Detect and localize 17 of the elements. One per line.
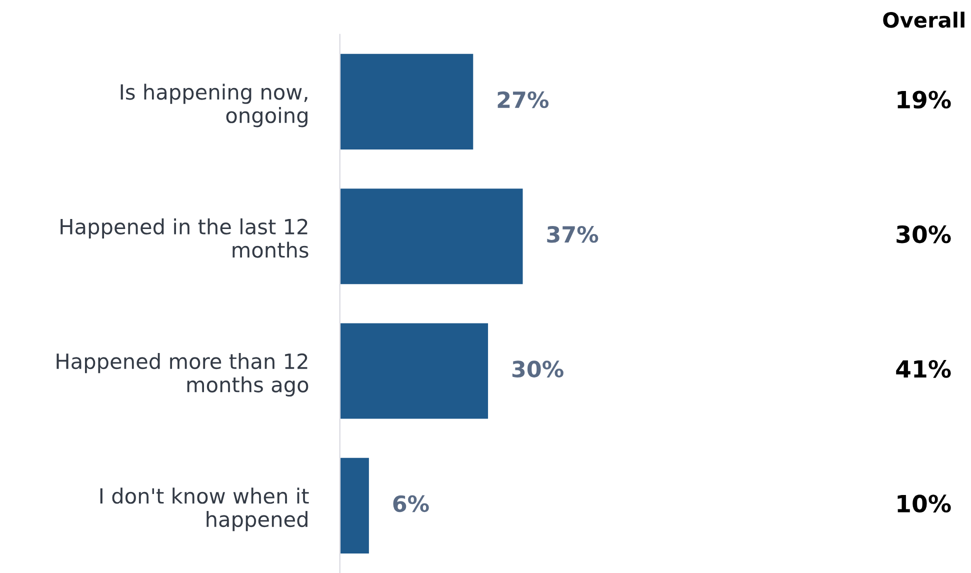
data-label: 37%	[547, 226, 598, 243]
bar	[340, 52, 475, 151]
y-tick-label: Happened more than 12 months ago	[56, 353, 308, 397]
y-tick-label: Happened in the last 12 months	[60, 218, 308, 258]
text: 19%	[898, 90, 951, 109]
data-label: 6%	[393, 495, 429, 512]
data-label: 27%	[498, 91, 549, 108]
text: 10%	[898, 494, 951, 513]
bar	[340, 187, 524, 286]
text: Overall	[883, 12, 964, 28]
data-label: 30%	[512, 360, 564, 378]
y-tick-label: I don't know when it happened	[100, 488, 309, 532]
text: 30%	[896, 225, 951, 244]
bar	[340, 456, 370, 555]
bar	[340, 322, 490, 420]
text: 41%	[896, 360, 951, 378]
y-tick-label: Is happening now, ongoing	[120, 84, 308, 128]
